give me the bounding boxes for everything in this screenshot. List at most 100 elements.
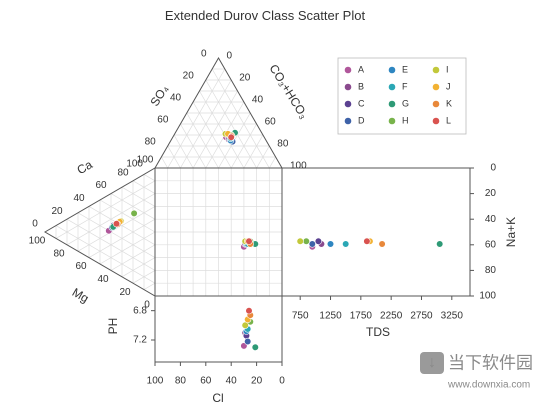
anion-grid-line xyxy=(199,90,245,169)
point-tds-d xyxy=(308,240,316,248)
na-k-tick: 60 xyxy=(485,239,497,250)
tds-tick: 2250 xyxy=(380,311,403,322)
anion-grid-line xyxy=(167,68,226,169)
chart-title: Extended Durov Class Scatter Plot xyxy=(165,8,366,23)
anion-grid-line xyxy=(192,90,238,169)
point-tds-h xyxy=(302,237,310,245)
watermark-url: www.downxia.com xyxy=(447,380,530,391)
legend-marker-k xyxy=(432,100,440,108)
mg-tick: 20 xyxy=(119,287,131,298)
so4-axis-label: SO₄ xyxy=(147,82,171,108)
na-k-tick: 20 xyxy=(485,188,497,199)
cation-grid-line xyxy=(66,218,156,271)
na-k-tick: 40 xyxy=(485,214,497,225)
legend-label-f: F xyxy=(402,81,408,91)
legend-marker-c xyxy=(344,100,352,108)
ca-tick: 20 xyxy=(51,206,63,217)
cation-grid-line xyxy=(55,180,156,239)
legend-marker-d xyxy=(344,117,352,125)
anion-grid-line xyxy=(180,123,207,169)
na-k-tick: 80 xyxy=(485,265,497,276)
anion-grid-line xyxy=(243,134,264,169)
legend-marker-l xyxy=(432,117,440,125)
mg-tick: 80 xyxy=(53,248,65,259)
ca-tick: 100 xyxy=(137,155,154,166)
anion-grid-line xyxy=(211,68,270,169)
cl-tick: 0 xyxy=(279,376,285,387)
mg-tick: 40 xyxy=(97,274,109,285)
cl-tick: 60 xyxy=(200,376,212,387)
so4-tick: 80 xyxy=(145,137,157,148)
cl-tick: 20 xyxy=(251,376,263,387)
co3-hco3-tick: 60 xyxy=(265,117,277,128)
point-ph-d xyxy=(244,337,252,346)
cation-grid-line xyxy=(99,199,156,233)
so4-tick: 20 xyxy=(183,71,195,82)
cation-grid-line xyxy=(77,212,156,258)
point-tds-i xyxy=(296,237,304,245)
so4-tick: 40 xyxy=(170,93,182,104)
legend-marker-f xyxy=(388,83,396,91)
frame-layer xyxy=(44,56,471,363)
ca-axis-label: Ca xyxy=(74,157,95,177)
tds-tick: 1750 xyxy=(350,311,373,322)
mg-axis-label: Mg xyxy=(70,285,91,305)
co3-hco3-axis-label: CO₃+HCO₃ xyxy=(266,62,310,122)
cation-grid-line xyxy=(132,180,156,194)
so4-tick: 100 xyxy=(126,159,143,170)
point-square-l xyxy=(245,237,253,245)
legend-marker-j xyxy=(432,83,440,91)
legend-label-j: J xyxy=(446,81,451,91)
ph-panel xyxy=(154,295,283,363)
tds-tick: 750 xyxy=(292,311,309,322)
ca-tick: 0 xyxy=(32,219,38,230)
cation-grid-line xyxy=(99,231,156,265)
so4-tick: 60 xyxy=(157,115,169,126)
tds-tick: 3250 xyxy=(441,311,464,322)
cation-grid-line xyxy=(88,206,156,246)
anion-grid-line xyxy=(167,145,181,169)
na-k-tick: 100 xyxy=(479,291,496,302)
co3-hco3-tick: 0 xyxy=(227,51,233,62)
legend-box xyxy=(337,57,467,135)
legend-label-h: H xyxy=(402,115,409,125)
anion-grid-line xyxy=(173,134,194,169)
point-tds-k xyxy=(378,240,386,248)
cation-grid-line xyxy=(121,186,156,207)
point-anion-l xyxy=(227,133,235,141)
mg-tick: 0 xyxy=(144,300,150,311)
co3-hco3-tick: 40 xyxy=(252,95,264,106)
point-tds-l xyxy=(363,237,371,245)
co3-hco3-tick: 100 xyxy=(290,161,307,172)
ph-axis-label: PH xyxy=(106,318,120,335)
legend-label-k: K xyxy=(446,98,452,108)
point-cation-l xyxy=(112,220,121,228)
na-k-tick: 0 xyxy=(490,163,496,174)
watermark-brand: 当下软件园 xyxy=(448,353,533,372)
point-tds-e xyxy=(326,240,335,248)
legend-label-d: D xyxy=(358,115,365,125)
legend-marker-e xyxy=(388,66,396,74)
anion-grid-line xyxy=(186,112,219,169)
legend-marker-g xyxy=(388,100,396,108)
point-cation-h xyxy=(130,209,138,217)
legend-label-e: E xyxy=(402,64,408,74)
na-k-axis-label: Na+K xyxy=(504,217,518,247)
cation-grid-line xyxy=(55,225,156,284)
legend-label-l: L xyxy=(446,115,451,125)
ca-tick: 80 xyxy=(117,167,129,178)
ca-tick: 60 xyxy=(95,180,107,191)
cation-grid-line xyxy=(121,257,156,278)
tds-axis-label: TDS xyxy=(366,325,390,339)
tds-panel xyxy=(281,167,471,297)
cl-tick: 100 xyxy=(147,376,164,387)
co3-hco3-tick: 20 xyxy=(239,73,251,84)
point-ph-l xyxy=(245,307,253,315)
point-tds-c xyxy=(314,237,323,245)
mg-tick: 60 xyxy=(75,261,87,272)
mg-tick: 100 xyxy=(29,236,46,247)
anion-grid-line xyxy=(192,101,232,169)
